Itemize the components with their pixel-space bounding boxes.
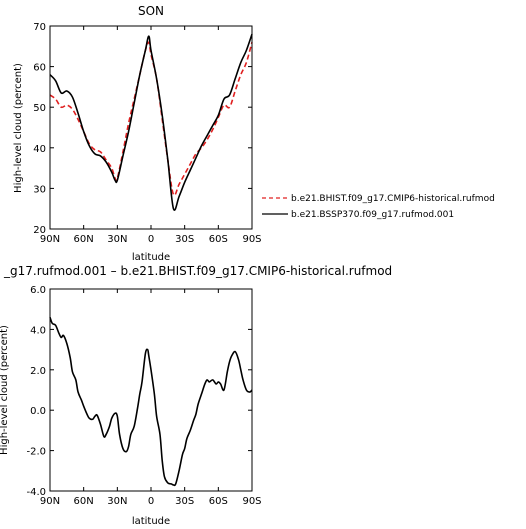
bottom-x-tick-label: 0 — [148, 496, 154, 507]
series-group-difference — [49, 317, 253, 487]
bottom-x-tick-label: 60S — [209, 496, 228, 507]
bottom-x-tick-label: 90S — [242, 496, 261, 507]
top-y-tick-label: 50 — [33, 103, 46, 114]
bottom-series-line-0 — [49, 317, 253, 487]
top-x-tick-label: 30S — [175, 234, 194, 245]
bottom-x-tick-label: 30N — [107, 496, 127, 507]
top-x-tick-label: 30N — [107, 234, 127, 245]
plot-frame-difference — [49, 288, 253, 492]
legend-label-hist: b.e21.BHIST.f09_g17.CMIP6-historical.ruf… — [291, 194, 495, 204]
chart-title-difference: _g17.rufmod.001 – b.e21.BHIST.f09_g17.CM… — [3, 264, 392, 278]
bottom-panel: _g17.rufmod.001 – b.e21.BHIST.f09_g17.CM… — [0, 264, 392, 527]
top-y-tick-label: 30 — [33, 184, 46, 195]
bottom-x-tick-label: 30S — [175, 496, 194, 507]
tick-group: 90N 60N 30N 0 30S 60S 90S 20 30 40 50 60 70 — [33, 22, 261, 245]
top-y-tick-label: 70 — [33, 22, 46, 33]
top-series-line-1 — [49, 33, 253, 211]
y-axis-label-difference: High-level cloud (percent) — [0, 325, 10, 455]
chart-title: SON — [138, 4, 164, 18]
top-x-tick-label: 0 — [148, 234, 154, 245]
top-x-tick-label: 60S — [209, 234, 228, 245]
x-axis-label-difference: latitude — [132, 516, 170, 527]
bottom-y-tick-label: -2.0 — [26, 447, 46, 458]
bottom-x-tick-label: 60N — [74, 496, 94, 507]
top-y-tick-label: 40 — [33, 144, 46, 155]
top-x-tick-label: 60N — [74, 234, 94, 245]
bottom-y-tick-label: 4.0 — [30, 325, 46, 336]
bottom-y-tick-label: 2.0 — [30, 366, 46, 377]
bottom-x-tick-label: 90N — [40, 496, 60, 507]
bottom-y-tick-label: -4.0 — [26, 487, 46, 498]
legend-label-ssp: b.e21.BSSP370.f09_g17.rufmod.001 — [291, 210, 454, 220]
x-axis-label: latitude — [132, 252, 170, 263]
series-group — [49, 33, 253, 211]
y-axis-label: High-level cloud (percent) — [13, 63, 24, 193]
legend: b.e21.BHIST.f09_g17.CMIP6-historical.ruf… — [262, 194, 495, 220]
bottom-y-tick-label: 6.0 — [30, 285, 46, 296]
bottom-y-tick-label: 0.0 — [30, 406, 46, 417]
top-panel: SON High-level cloud (percent) latitude … — [13, 4, 262, 263]
top-x-tick-label: 90N — [40, 234, 60, 245]
top-x-tick-label: 90S — [242, 234, 261, 245]
tick-group-difference: 90N 60N 30N 0 30S 60S 90S -4.0 -2.0 0.0 2.0 4.0 6.0 — [26, 285, 261, 507]
plot-frame — [49, 25, 253, 230]
top-y-tick-label: 20 — [33, 225, 46, 236]
top-y-tick-label: 60 — [33, 63, 46, 74]
